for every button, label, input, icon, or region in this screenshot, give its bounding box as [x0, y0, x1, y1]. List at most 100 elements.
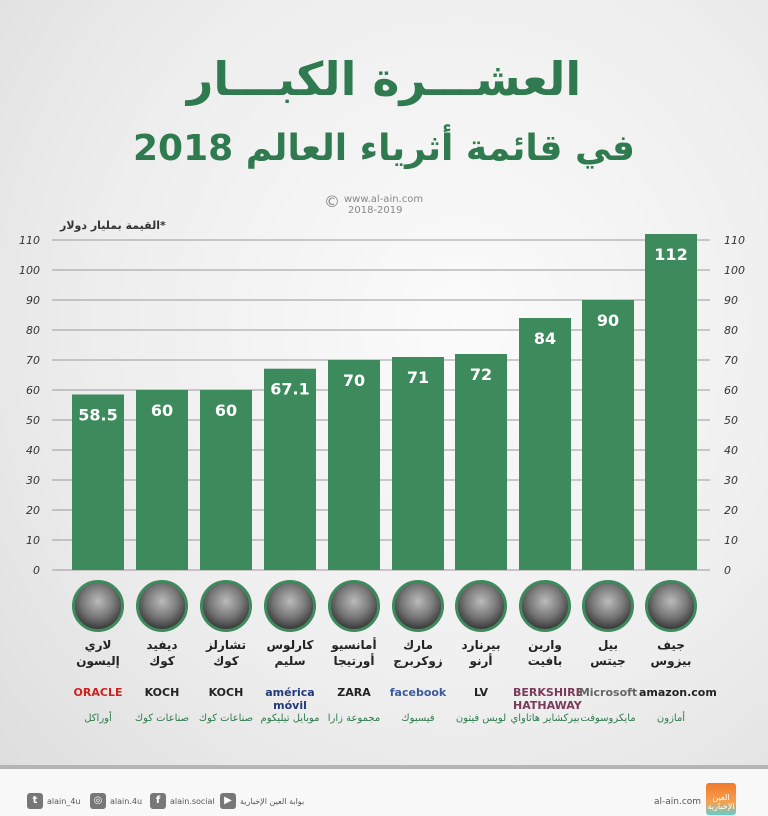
bar-value-label: 60	[151, 401, 173, 420]
company-name: مايكروسوفت	[580, 713, 636, 724]
y-tick-left: 10	[26, 534, 40, 547]
company-name: لويس فيتون	[455, 713, 507, 724]
company-name: فيسبوك	[401, 713, 435, 724]
bar-value-label: 60	[215, 401, 237, 420]
company-logo: LV	[473, 686, 488, 699]
bar	[582, 300, 634, 570]
first-name: بيرنارد	[461, 638, 501, 652]
y-tick-left: 80	[26, 324, 40, 337]
facebook-icon: f	[150, 793, 166, 809]
person-name: ديفيد كوك	[130, 637, 194, 669]
y-tick-left: 50	[26, 414, 40, 427]
instagram-handle: alain.4u	[110, 796, 143, 806]
bar	[392, 357, 444, 570]
person-name: وارين بافيت	[513, 637, 577, 669]
y-tick-right: 40	[724, 444, 738, 457]
company-logo: Microsoft	[578, 686, 638, 699]
y-tick-left: 40	[26, 444, 40, 457]
first-name: كارلوس	[266, 638, 314, 652]
first-name: وارين	[528, 638, 562, 652]
company-logo: KOCH	[208, 686, 244, 699]
person-name: جيف بيزوس	[639, 637, 703, 669]
bar	[328, 360, 380, 570]
y-tick-right: 0	[724, 564, 731, 577]
bar	[455, 354, 507, 570]
company-logo: KOCH	[144, 686, 180, 699]
y-tick-left: 100	[19, 264, 40, 277]
company-logo: BERKSHIRE HATHAWAY	[513, 686, 584, 712]
youtube-link[interactable]: ▶ بوابة العين الإخبارية	[220, 793, 304, 809]
bar-value-label: 72	[470, 365, 492, 384]
first-name: لاري	[84, 638, 112, 652]
first-name: أمانسيو	[331, 638, 377, 652]
company-name: موبايل تيليكوم	[260, 713, 320, 724]
person-photo	[519, 580, 571, 632]
person-name: تشارلز كوك	[194, 637, 258, 669]
bar-value-label: 90	[597, 311, 619, 330]
youtube-handle: بوابة العين الإخبارية	[240, 796, 305, 806]
person-name: بيرنارد أرنو	[449, 637, 513, 669]
youtube-icon: ▶	[220, 793, 236, 809]
bar-value-label: 70	[343, 371, 365, 390]
bar-value-label: 112	[654, 245, 687, 264]
twitter-link[interactable]: t alain_4u	[27, 793, 80, 809]
bar-value-label: 71	[407, 368, 429, 387]
instagram-link[interactable]: ◎ alain.4u	[90, 793, 142, 809]
y-tick-left: 70	[26, 354, 40, 367]
company-logo: facebook	[389, 686, 447, 699]
y-tick-right: 80	[724, 324, 738, 337]
y-tick-right: 60	[724, 384, 738, 397]
company-logo: amazon.com	[639, 686, 717, 699]
person-photo	[392, 580, 444, 632]
last-name: بافيت	[527, 654, 563, 668]
instagram-icon: ◎	[90, 793, 106, 809]
y-tick-right: 10	[724, 534, 738, 547]
company-name: أوراكل	[84, 713, 112, 724]
copyright-site: www.al-ain.com	[344, 194, 424, 205]
company-name: بيركشاير هاثاواي	[510, 713, 580, 724]
bar-value-label: 58.5	[78, 406, 117, 425]
site-link[interactable]: al-ain.com	[654, 797, 702, 807]
last-name: أرنو	[469, 654, 493, 668]
bar-chart: 0 0 10 10 20 20 30 30 40 40 50 50 60 60 70 70 80 80 90 90 10…	[19, 234, 745, 577]
person-photo	[136, 580, 188, 632]
person-name: مارك زوكربرج	[386, 637, 450, 669]
bar	[200, 390, 252, 570]
company-name: صناعات كوك	[134, 713, 190, 724]
y-tick-left: 60	[26, 384, 40, 397]
last-name: أورتيجا	[333, 654, 375, 668]
company-name: صناعات كوك	[198, 713, 254, 724]
person-photo	[328, 580, 380, 632]
copyright-years: 2018-2019	[348, 205, 403, 216]
y-tick-right: 50	[724, 414, 738, 427]
bar-value-label: 67.1	[270, 380, 309, 399]
y-tick-left: 20	[26, 504, 40, 517]
bar	[519, 318, 571, 570]
last-name: كوك	[149, 654, 175, 668]
y-tick-right: 30	[724, 474, 738, 487]
y-tick-left: 30	[26, 474, 40, 487]
last-name: زوكربرج	[393, 654, 443, 668]
title: العشـــرة الكبـــار	[186, 52, 582, 106]
last-name: بيزوس	[650, 654, 692, 668]
company-name: مجموعة زارا	[327, 713, 381, 724]
person-name: كارلوس سليم	[258, 637, 322, 669]
last-name: إليسون	[76, 654, 120, 668]
y-tick-left: 90	[26, 294, 40, 307]
facebook-link[interactable]: f alain.social	[150, 793, 215, 809]
company-logo: américa móvil	[265, 686, 315, 712]
last-name: سليم	[274, 654, 306, 668]
y-tick-right: 90	[724, 294, 738, 307]
twitter-handle: alain_4u	[47, 796, 81, 806]
brand-logo: العين الإخبارية	[706, 783, 736, 815]
copyright-icon: ©	[324, 192, 340, 211]
person-photo	[582, 580, 634, 632]
person-photo	[455, 580, 507, 632]
bar	[645, 234, 697, 570]
last-name: كوك	[213, 654, 239, 668]
person-name: أمانسيو أورتيجا	[322, 637, 386, 669]
twitter-icon: t	[27, 793, 43, 809]
first-name: ديفيد	[146, 638, 178, 652]
footer: t alain_4u ◎ alain.4u f alain.social ▶ بوابة…	[0, 765, 768, 816]
person-name: لاري إليسون	[66, 637, 130, 669]
